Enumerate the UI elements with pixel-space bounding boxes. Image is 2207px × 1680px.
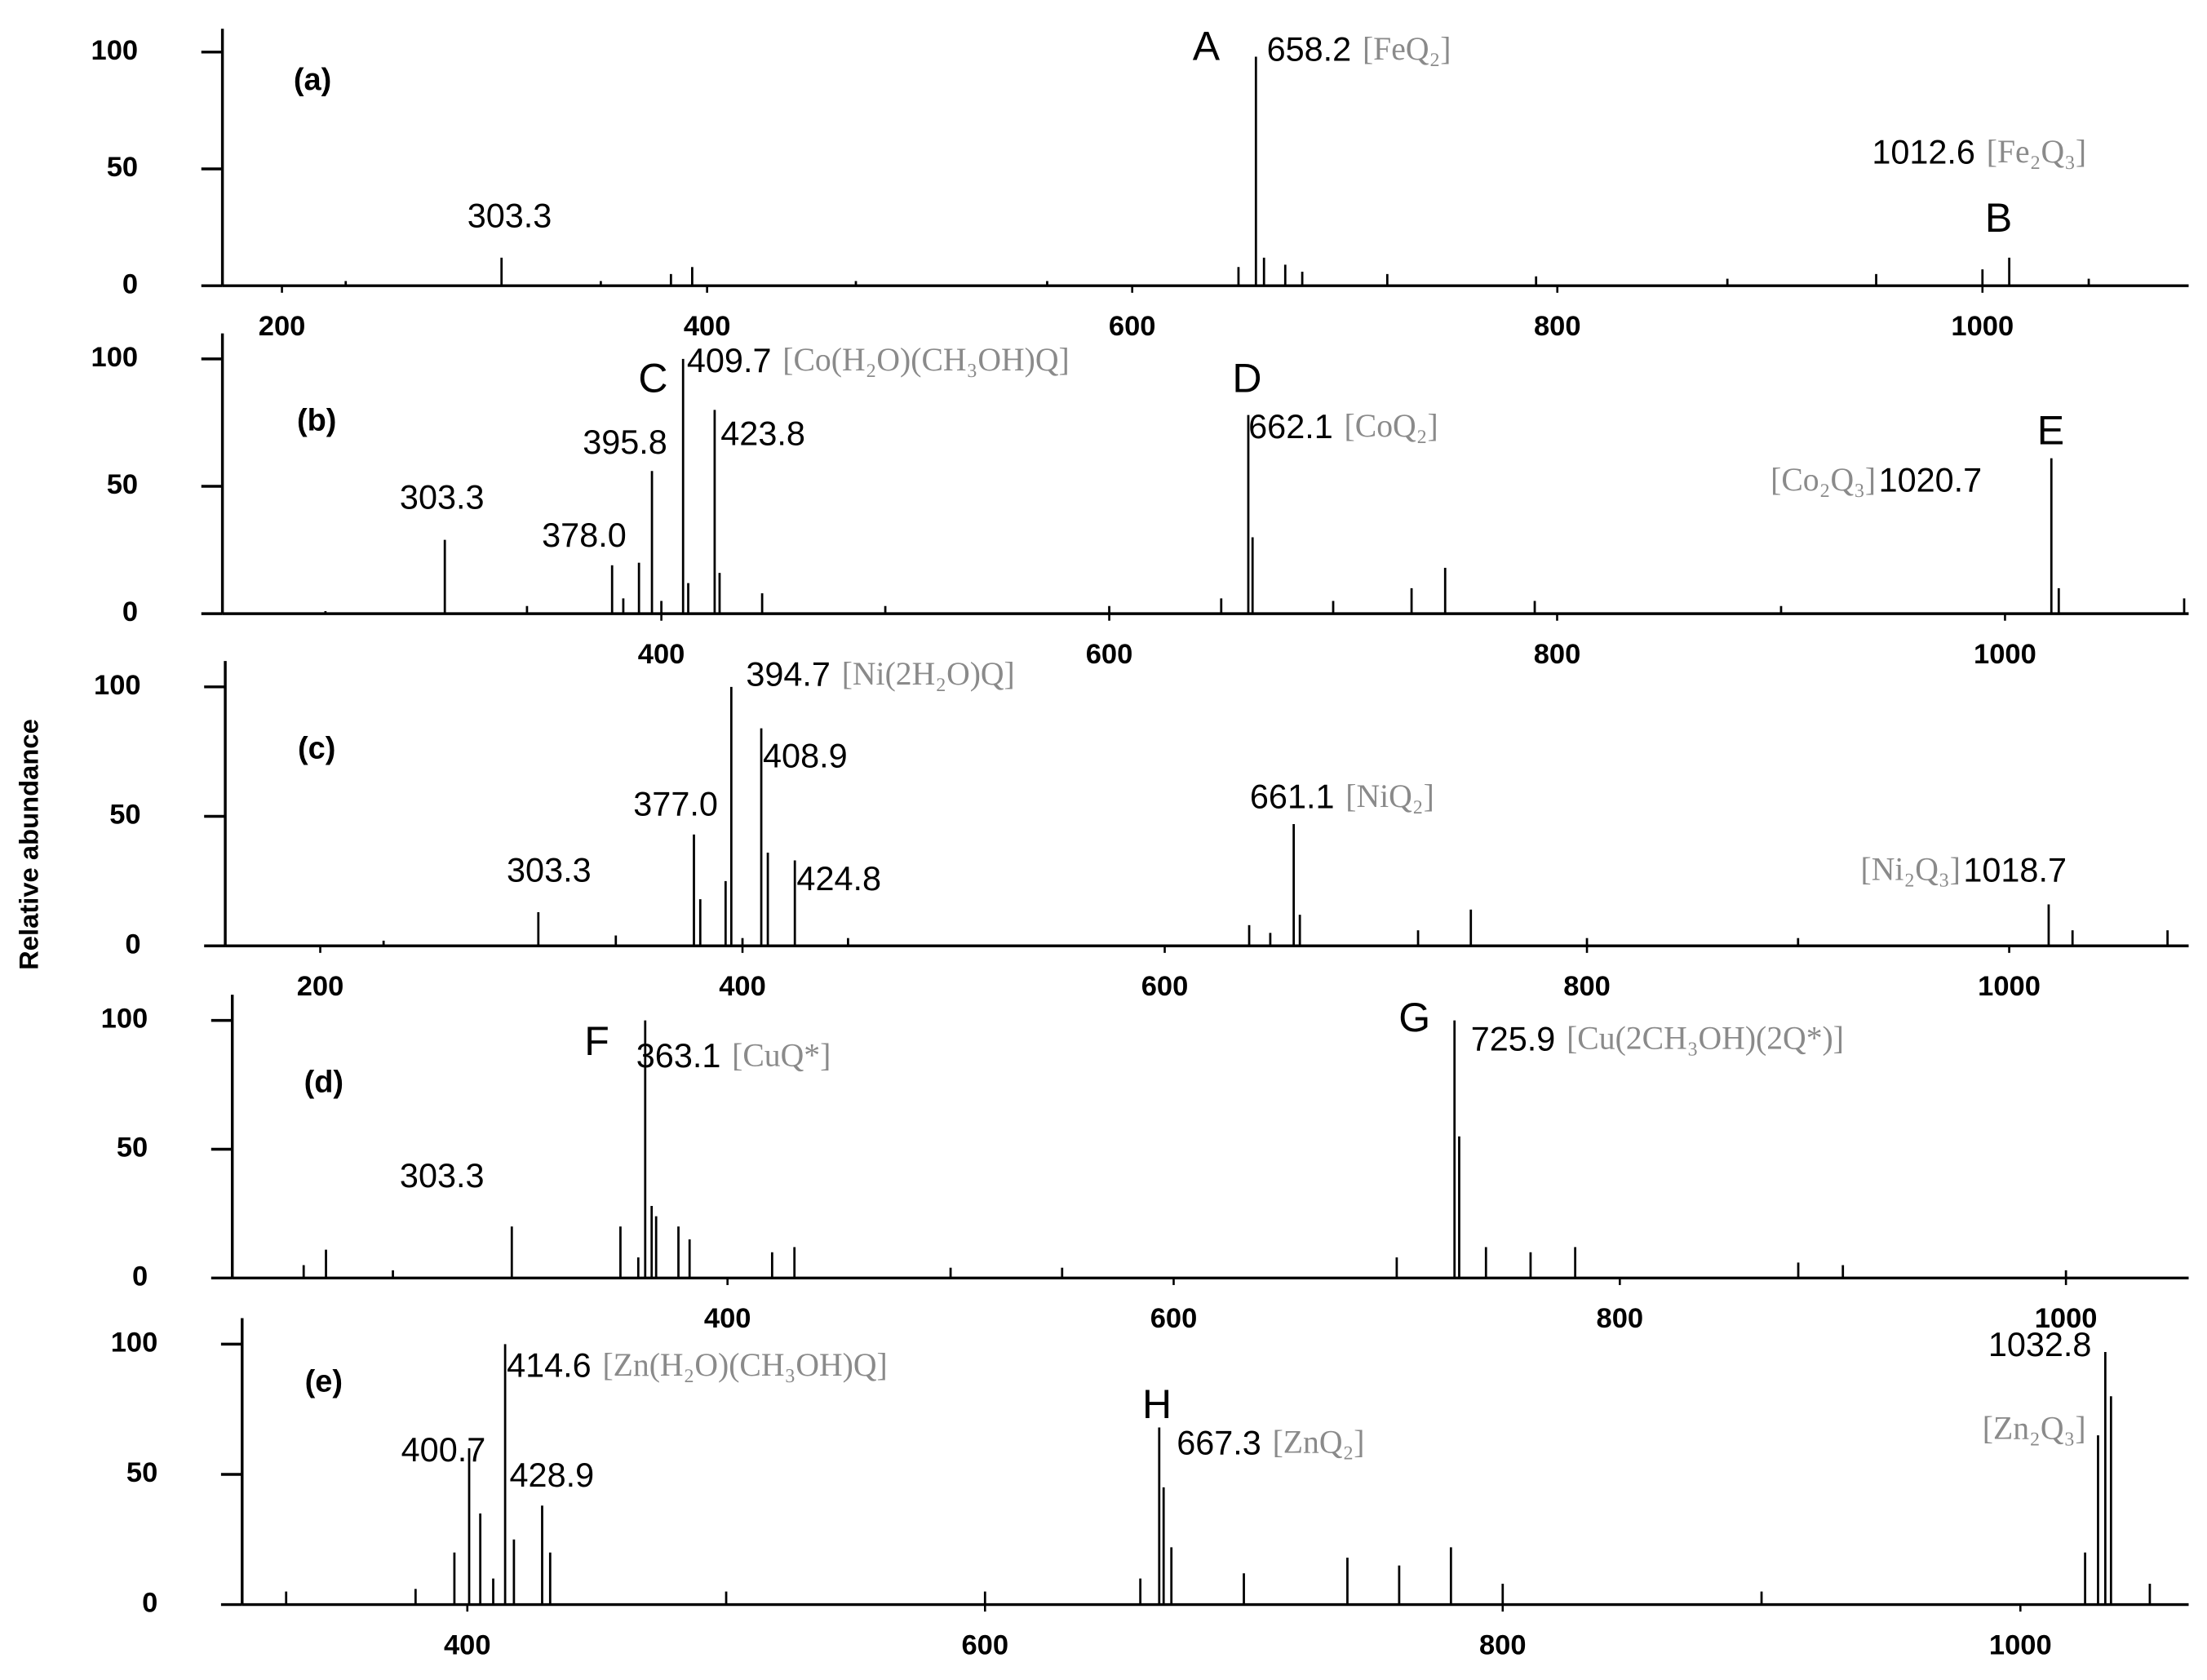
peak-formula: [Co(H₂O)(CH₃OH)Q] [782, 342, 1069, 378]
x-tick-label: 800 [1563, 971, 1611, 1002]
panel-label: (c) [298, 731, 335, 765]
y-tick-label: 0 [122, 596, 138, 627]
x-tick-label: 1000 [2035, 1303, 2098, 1334]
peak-formula: [Co₂Q₃] [1770, 462, 1876, 498]
y-tick-label: 0 [142, 1588, 157, 1619]
peak-formula: [Ni₂Q₃] [1861, 852, 1961, 888]
y-tick-label: 100 [91, 342, 139, 373]
y-tick-label: 50 [109, 800, 140, 831]
peak-formula: [NiQ₂] [1345, 778, 1434, 814]
x-tick-label: 800 [1534, 311, 1581, 342]
peak-formula: [ZnQ₂] [1273, 1425, 1365, 1461]
peak-label: 303.3 [507, 851, 592, 889]
x-tick-label: 600 [1150, 1303, 1198, 1334]
x-tick-label: 600 [962, 1629, 1009, 1660]
y-axis-label: Relative abundance [14, 719, 44, 970]
peak-label: 424.8 [796, 860, 881, 898]
y-tick-label: 100 [111, 1328, 158, 1359]
peak-label: 428.9 [510, 1456, 595, 1494]
y-tick-label: 50 [126, 1457, 157, 1488]
peak-formula: [CoQ₂] [1345, 408, 1438, 444]
y-tick-label: 0 [132, 1261, 148, 1292]
x-tick-label: 200 [297, 971, 344, 1002]
x-tick-label: 400 [719, 971, 766, 1002]
peak-label: 303.3 [468, 197, 552, 234]
x-tick-label: 400 [638, 639, 685, 670]
panel-label: (d) [304, 1065, 343, 1099]
panel-label: (b) [297, 404, 336, 438]
peak-label: 378.0 [542, 516, 627, 554]
y-tick-label: 50 [107, 152, 138, 183]
peak-formula: [CuQ*] [732, 1037, 831, 1073]
peak-letter: A [1193, 24, 1221, 69]
x-tick-label: 800 [1479, 1629, 1527, 1660]
y-tick-label: 50 [107, 469, 138, 500]
y-tick-label: 50 [117, 1133, 148, 1164]
x-tick-label: 600 [1086, 639, 1133, 670]
x-tick-label: 200 [259, 311, 306, 342]
peak-label: 409.7 [687, 342, 772, 379]
y-tick-label: 0 [122, 268, 138, 299]
peak-label: 1018.7 [1963, 851, 2067, 889]
panel-label: (a) [294, 63, 331, 97]
peak-label: 661.1 [1250, 778, 1335, 816]
x-tick-label: 1000 [1951, 311, 2014, 342]
peak-label: 667.3 [1177, 1425, 1261, 1462]
peak-letter: H [1142, 1381, 1172, 1427]
peak-letter: B [1985, 195, 2012, 241]
peak-label: 363.1 [636, 1037, 721, 1075]
peak-label: 662.1 [1248, 408, 1333, 445]
x-tick-label: 800 [1534, 639, 1581, 670]
y-tick-label: 100 [94, 670, 141, 701]
peak-label: 303.3 [400, 1157, 485, 1195]
x-tick-label: 1000 [1978, 971, 2041, 1002]
peak-label: 423.8 [720, 415, 805, 453]
peak-formula: [Zn₂Q₃] [1983, 1410, 2086, 1446]
peak-letter: F [584, 1018, 609, 1064]
peak-formula: [FeQ₂] [1363, 31, 1451, 67]
peak-formula: [Fe₂Q₃] [1987, 134, 2086, 170]
panel-label: (e) [305, 1365, 343, 1399]
x-tick-label: 1000 [1974, 639, 2036, 670]
peak-label: 1032.8 [1988, 1326, 2092, 1363]
y-tick-label: 100 [101, 1004, 148, 1035]
x-tick-label: 400 [684, 311, 731, 342]
peak-label: 400.7 [401, 1431, 486, 1469]
peak-formula: [Ni(2H₂O)Q] [842, 656, 1015, 692]
peak-label: 414.6 [507, 1347, 592, 1385]
peak-formula: [Zn(H₂O)(CH₃OH)Q] [602, 1347, 887, 1383]
x-tick-label: 400 [704, 1303, 751, 1334]
peak-label: 303.3 [400, 478, 485, 516]
peak-formula: [Cu(2CH₃OH)(2Q*)] [1567, 1021, 1844, 1057]
peak-label: 408.9 [763, 738, 848, 775]
peak-label: 725.9 [1471, 1020, 1556, 1057]
peak-letter: C [638, 356, 667, 401]
y-tick-label: 0 [125, 929, 140, 960]
x-tick-label: 1000 [1989, 1629, 2052, 1660]
peak-label: 658.2 [1267, 31, 1352, 69]
peak-label: 1020.7 [1879, 462, 1983, 499]
peak-label: 377.0 [633, 785, 718, 822]
x-tick-label: 600 [1109, 311, 1156, 342]
x-tick-label: 600 [1141, 971, 1189, 1002]
peak-label: 395.8 [583, 423, 667, 461]
peak-label: 1012.6 [1872, 134, 1975, 171]
peak-letter: E [2037, 408, 2064, 454]
peak-label: 394.7 [746, 656, 831, 694]
peak-letter: G [1398, 995, 1430, 1040]
peak-letter: D [1232, 356, 1261, 401]
x-tick-label: 800 [1597, 1303, 1644, 1334]
y-tick-label: 100 [91, 35, 139, 66]
x-tick-label: 400 [444, 1629, 491, 1660]
